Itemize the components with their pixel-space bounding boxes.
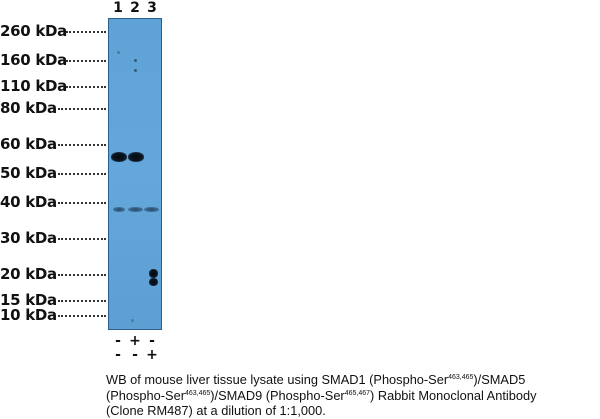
marker-label-110: 110 kDa xyxy=(0,77,67,95)
marker-leader-80 xyxy=(58,108,106,112)
caption-text: (Clone RM487) at a dilution of 1:1,000. xyxy=(106,403,326,418)
lane-number-2: 2 xyxy=(130,0,140,16)
blot-speck xyxy=(134,59,137,62)
caption-superscript: 463,465 xyxy=(448,374,474,381)
caption-text: )/SMAD5 xyxy=(473,372,526,387)
marker-label-60: 60 kDa xyxy=(0,135,57,153)
treatment-row-1: - + - xyxy=(108,334,162,348)
figure-caption: WB of mouse liver tissue lysate using SM… xyxy=(106,372,596,419)
caption-text: WB of mouse liver tissue lysate using SM… xyxy=(106,372,449,387)
marker-leader-15 xyxy=(58,300,106,304)
band-lane3-20kda-lower xyxy=(149,278,158,286)
marker-label-160: 160 kDa xyxy=(0,51,67,69)
treatment-row-2: - - + xyxy=(108,348,162,362)
treatment-sign: - xyxy=(115,347,121,363)
marker-leader-60 xyxy=(58,144,106,148)
marker-leader-260 xyxy=(66,31,106,35)
marker-label-10: 10 kDa xyxy=(0,306,57,324)
caption-text: ) Rabbit Monoclonal Antibody xyxy=(370,387,537,403)
lane-number-3: 3 xyxy=(147,0,157,16)
marker-leader-10 xyxy=(58,315,106,319)
blot-speck xyxy=(131,319,134,322)
marker-leader-110 xyxy=(66,86,106,90)
treatment-sign: - xyxy=(149,333,155,349)
marker-label-20: 20 kDa xyxy=(0,265,57,283)
band-lane2-38kda xyxy=(128,207,143,212)
band-lane3-20kda-upper xyxy=(149,269,158,278)
caption-text: (Phospho-Ser xyxy=(106,387,185,403)
marker-label-30: 30 kDa xyxy=(0,229,57,247)
marker-label-50: 50 kDa xyxy=(0,164,57,182)
blot-speck xyxy=(117,51,120,54)
caption-text: )/SMAD9 (Phospho-Ser xyxy=(210,387,345,403)
marker-label-260: 260 kDa xyxy=(0,22,67,40)
treatment-sign: - xyxy=(132,347,138,363)
band-lane1-38kda xyxy=(113,207,125,212)
marker-leader-20 xyxy=(58,274,106,278)
marker-leader-40 xyxy=(58,202,106,206)
caption-superscript: 465,467 xyxy=(344,389,371,397)
marker-leader-50 xyxy=(58,173,106,177)
blot-speck xyxy=(134,69,137,72)
caption-superscript: 463,465 xyxy=(184,389,211,397)
marker-leader-160 xyxy=(66,60,106,64)
treatment-sign: - xyxy=(115,333,121,349)
treatment-sign: + xyxy=(146,347,158,363)
marker-label-40: 40 kDa xyxy=(0,193,57,211)
lane-number-1: 1 xyxy=(113,0,123,16)
treatment-sign: + xyxy=(129,333,141,349)
band-lane2-55kda xyxy=(128,152,144,162)
western-blot-membrane xyxy=(108,18,162,330)
band-lane1-55kda xyxy=(111,152,127,162)
lane-numbers: 1 2 3 xyxy=(108,0,162,16)
marker-label-15: 15 kDa xyxy=(0,291,57,309)
band-lane3-38kda xyxy=(144,207,159,212)
marker-label-80: 80 kDa xyxy=(0,99,57,117)
marker-leader-30 xyxy=(58,238,106,242)
